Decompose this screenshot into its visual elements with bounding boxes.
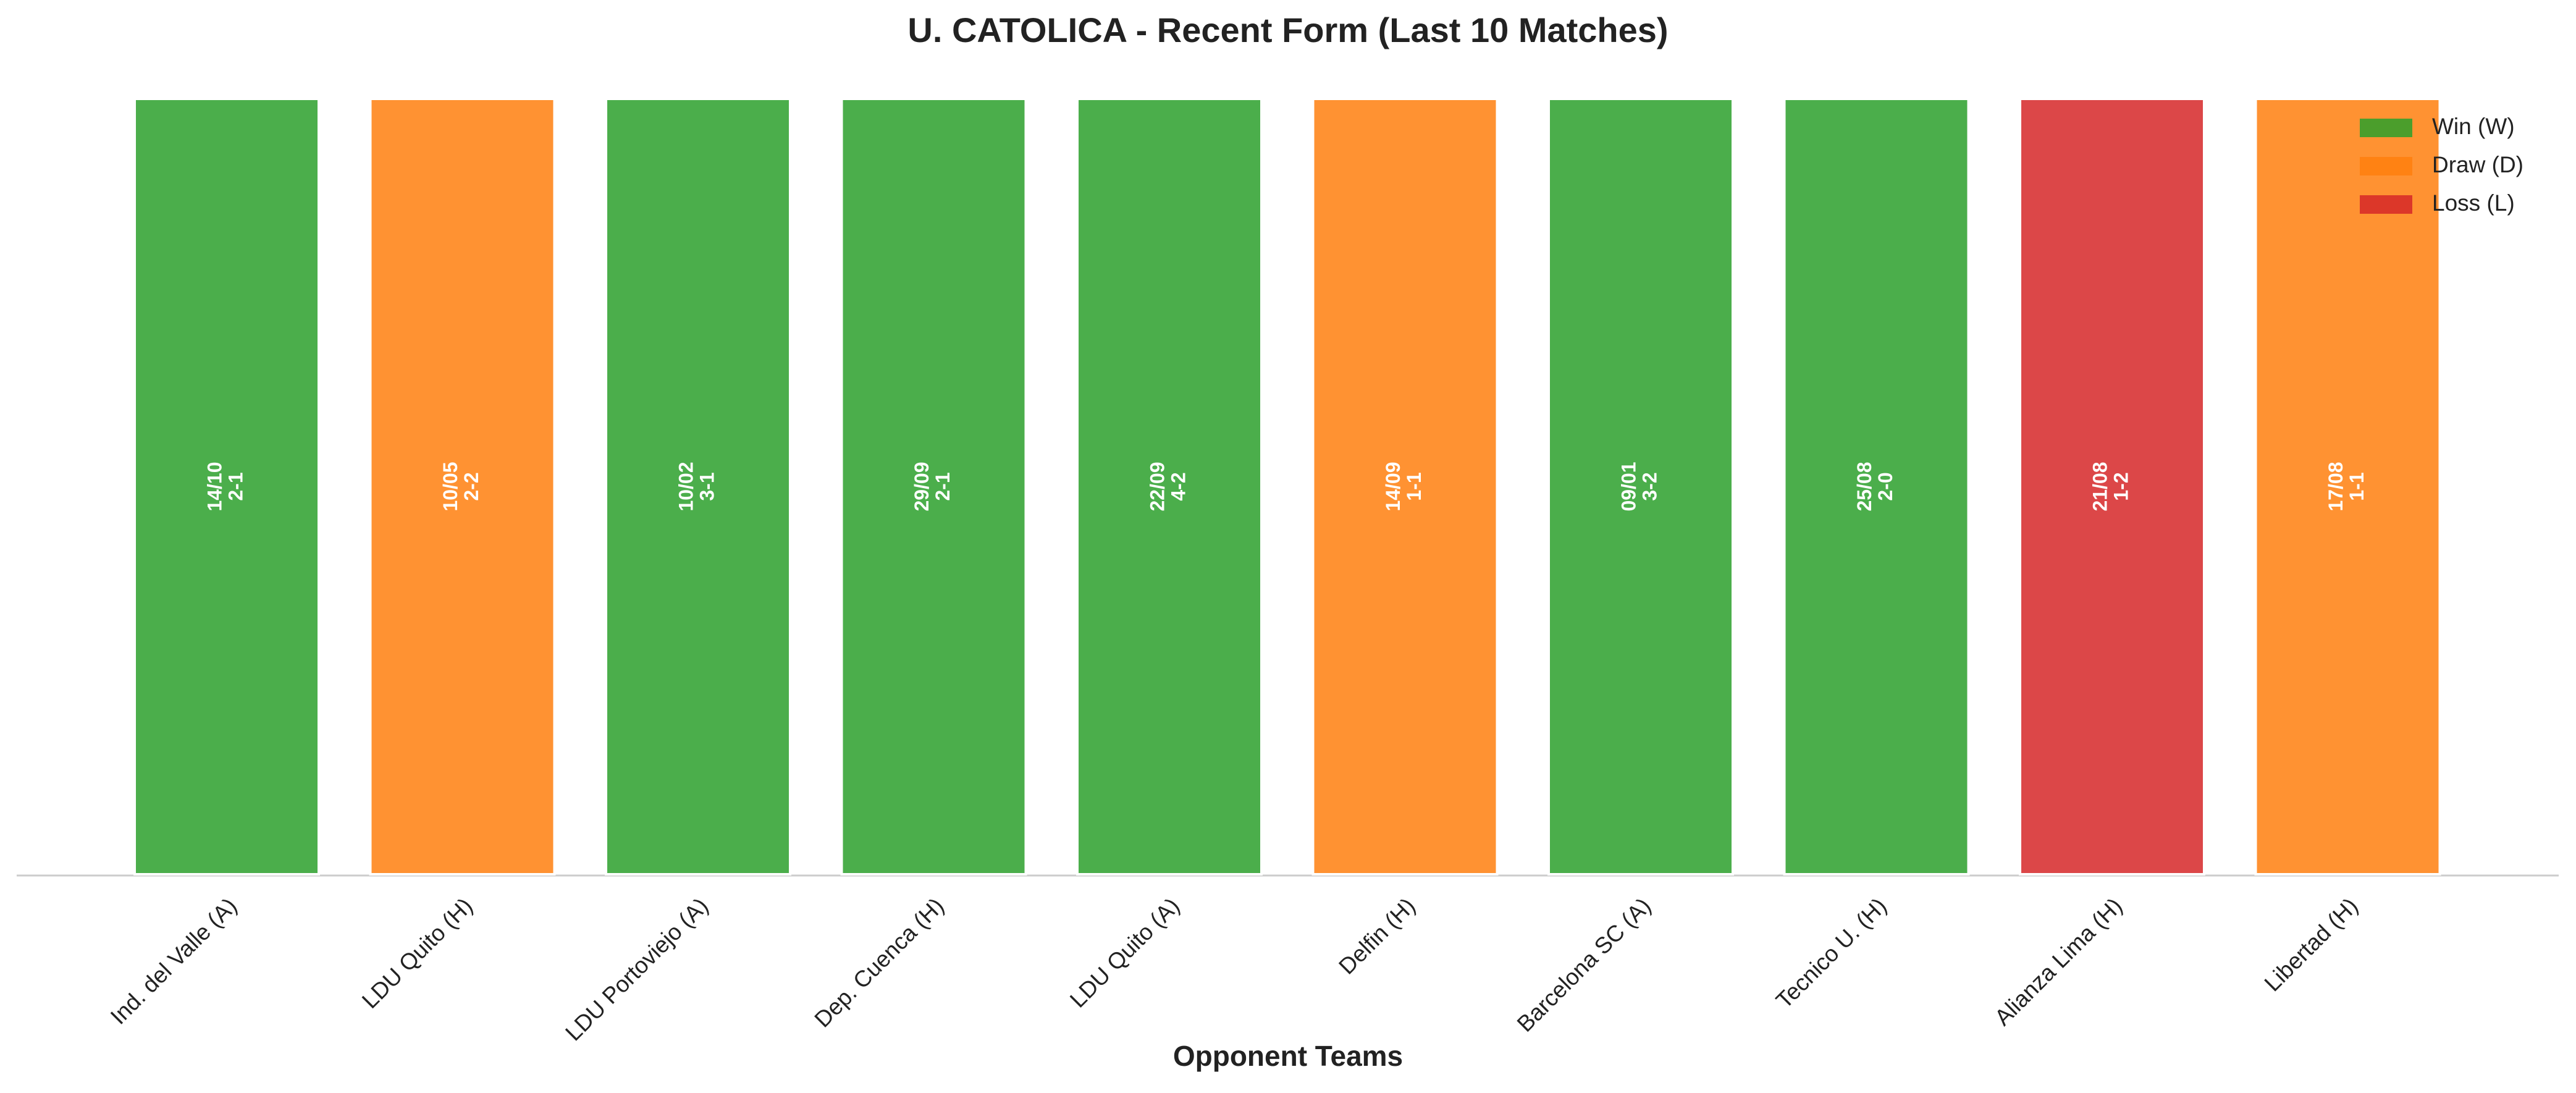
bar <box>133 98 320 876</box>
bar <box>2019 98 2205 876</box>
legend-label: Loss (L) <box>2432 190 2515 216</box>
bar-score-label: 4-2 <box>1167 472 1189 500</box>
bar-date-label: 14/10 <box>203 462 225 511</box>
bar <box>1076 98 1263 876</box>
bar-date-label: 21/08 <box>2089 462 2111 511</box>
legend-swatch <box>2360 119 2412 137</box>
bar-date-label: 10/05 <box>439 462 461 511</box>
bar <box>1547 98 1734 876</box>
legend-label: Draw (D) <box>2432 152 2523 177</box>
legend-swatch <box>2360 157 2412 175</box>
bar-date-label: 09/01 <box>1617 462 1639 511</box>
bar-score-label: 2-1 <box>932 472 954 500</box>
x-tick-label: Barcelona SC (A) <box>1512 893 1656 1037</box>
bar <box>1783 98 1970 876</box>
bar <box>840 98 1027 876</box>
x-tick-label: Tecnico U. (H) <box>1771 893 1892 1013</box>
x-tick-label: Libertad (H) <box>2260 893 2363 996</box>
bar-score-label: 2-1 <box>224 472 246 500</box>
bar-date-label: 25/08 <box>1853 462 1875 511</box>
x-axis-label: Opponent Teams <box>1173 1040 1403 1072</box>
x-tick-label: Delfin (H) <box>1334 893 1420 979</box>
bar-date-label: 17/08 <box>2325 462 2347 511</box>
chart-title: U. CATOLICA - Recent Form (Last 10 Match… <box>907 11 1668 49</box>
bar-date-label: 14/09 <box>1382 462 1404 511</box>
bar-date-label: 22/09 <box>1146 462 1168 511</box>
bar-score-label: 1-1 <box>2346 472 2368 500</box>
x-tick-label: Alianza Lima (H) <box>1990 893 2127 1030</box>
legend-label: Win (W) <box>2432 114 2515 139</box>
bar-score-label: 3-2 <box>1638 472 1661 500</box>
x-tick-label: LDU Portoviejo (A) <box>560 893 713 1045</box>
x-tick-label: LDU Quito (H) <box>357 893 478 1013</box>
x-tick-label: Dep. Cuenca (H) <box>810 893 949 1032</box>
bar <box>369 98 556 876</box>
bar-score-label: 1-2 <box>2110 472 2132 500</box>
bar <box>605 98 791 876</box>
x-tick-label: LDU Quito (A) <box>1065 893 1184 1012</box>
bar-date-label: 29/09 <box>911 462 933 511</box>
x-tick-label: Ind. del Valle (A) <box>106 893 242 1029</box>
legend-swatch <box>2360 195 2412 214</box>
bar-score-label: 2-2 <box>460 472 482 500</box>
bar-score-label: 2-0 <box>1874 472 1896 500</box>
bar-score-label: 1-1 <box>1403 472 1425 500</box>
bar-score-label: 3-1 <box>696 472 718 500</box>
bar <box>2254 98 2441 876</box>
bar-date-label: 10/02 <box>675 462 697 511</box>
bar <box>1311 98 1499 876</box>
